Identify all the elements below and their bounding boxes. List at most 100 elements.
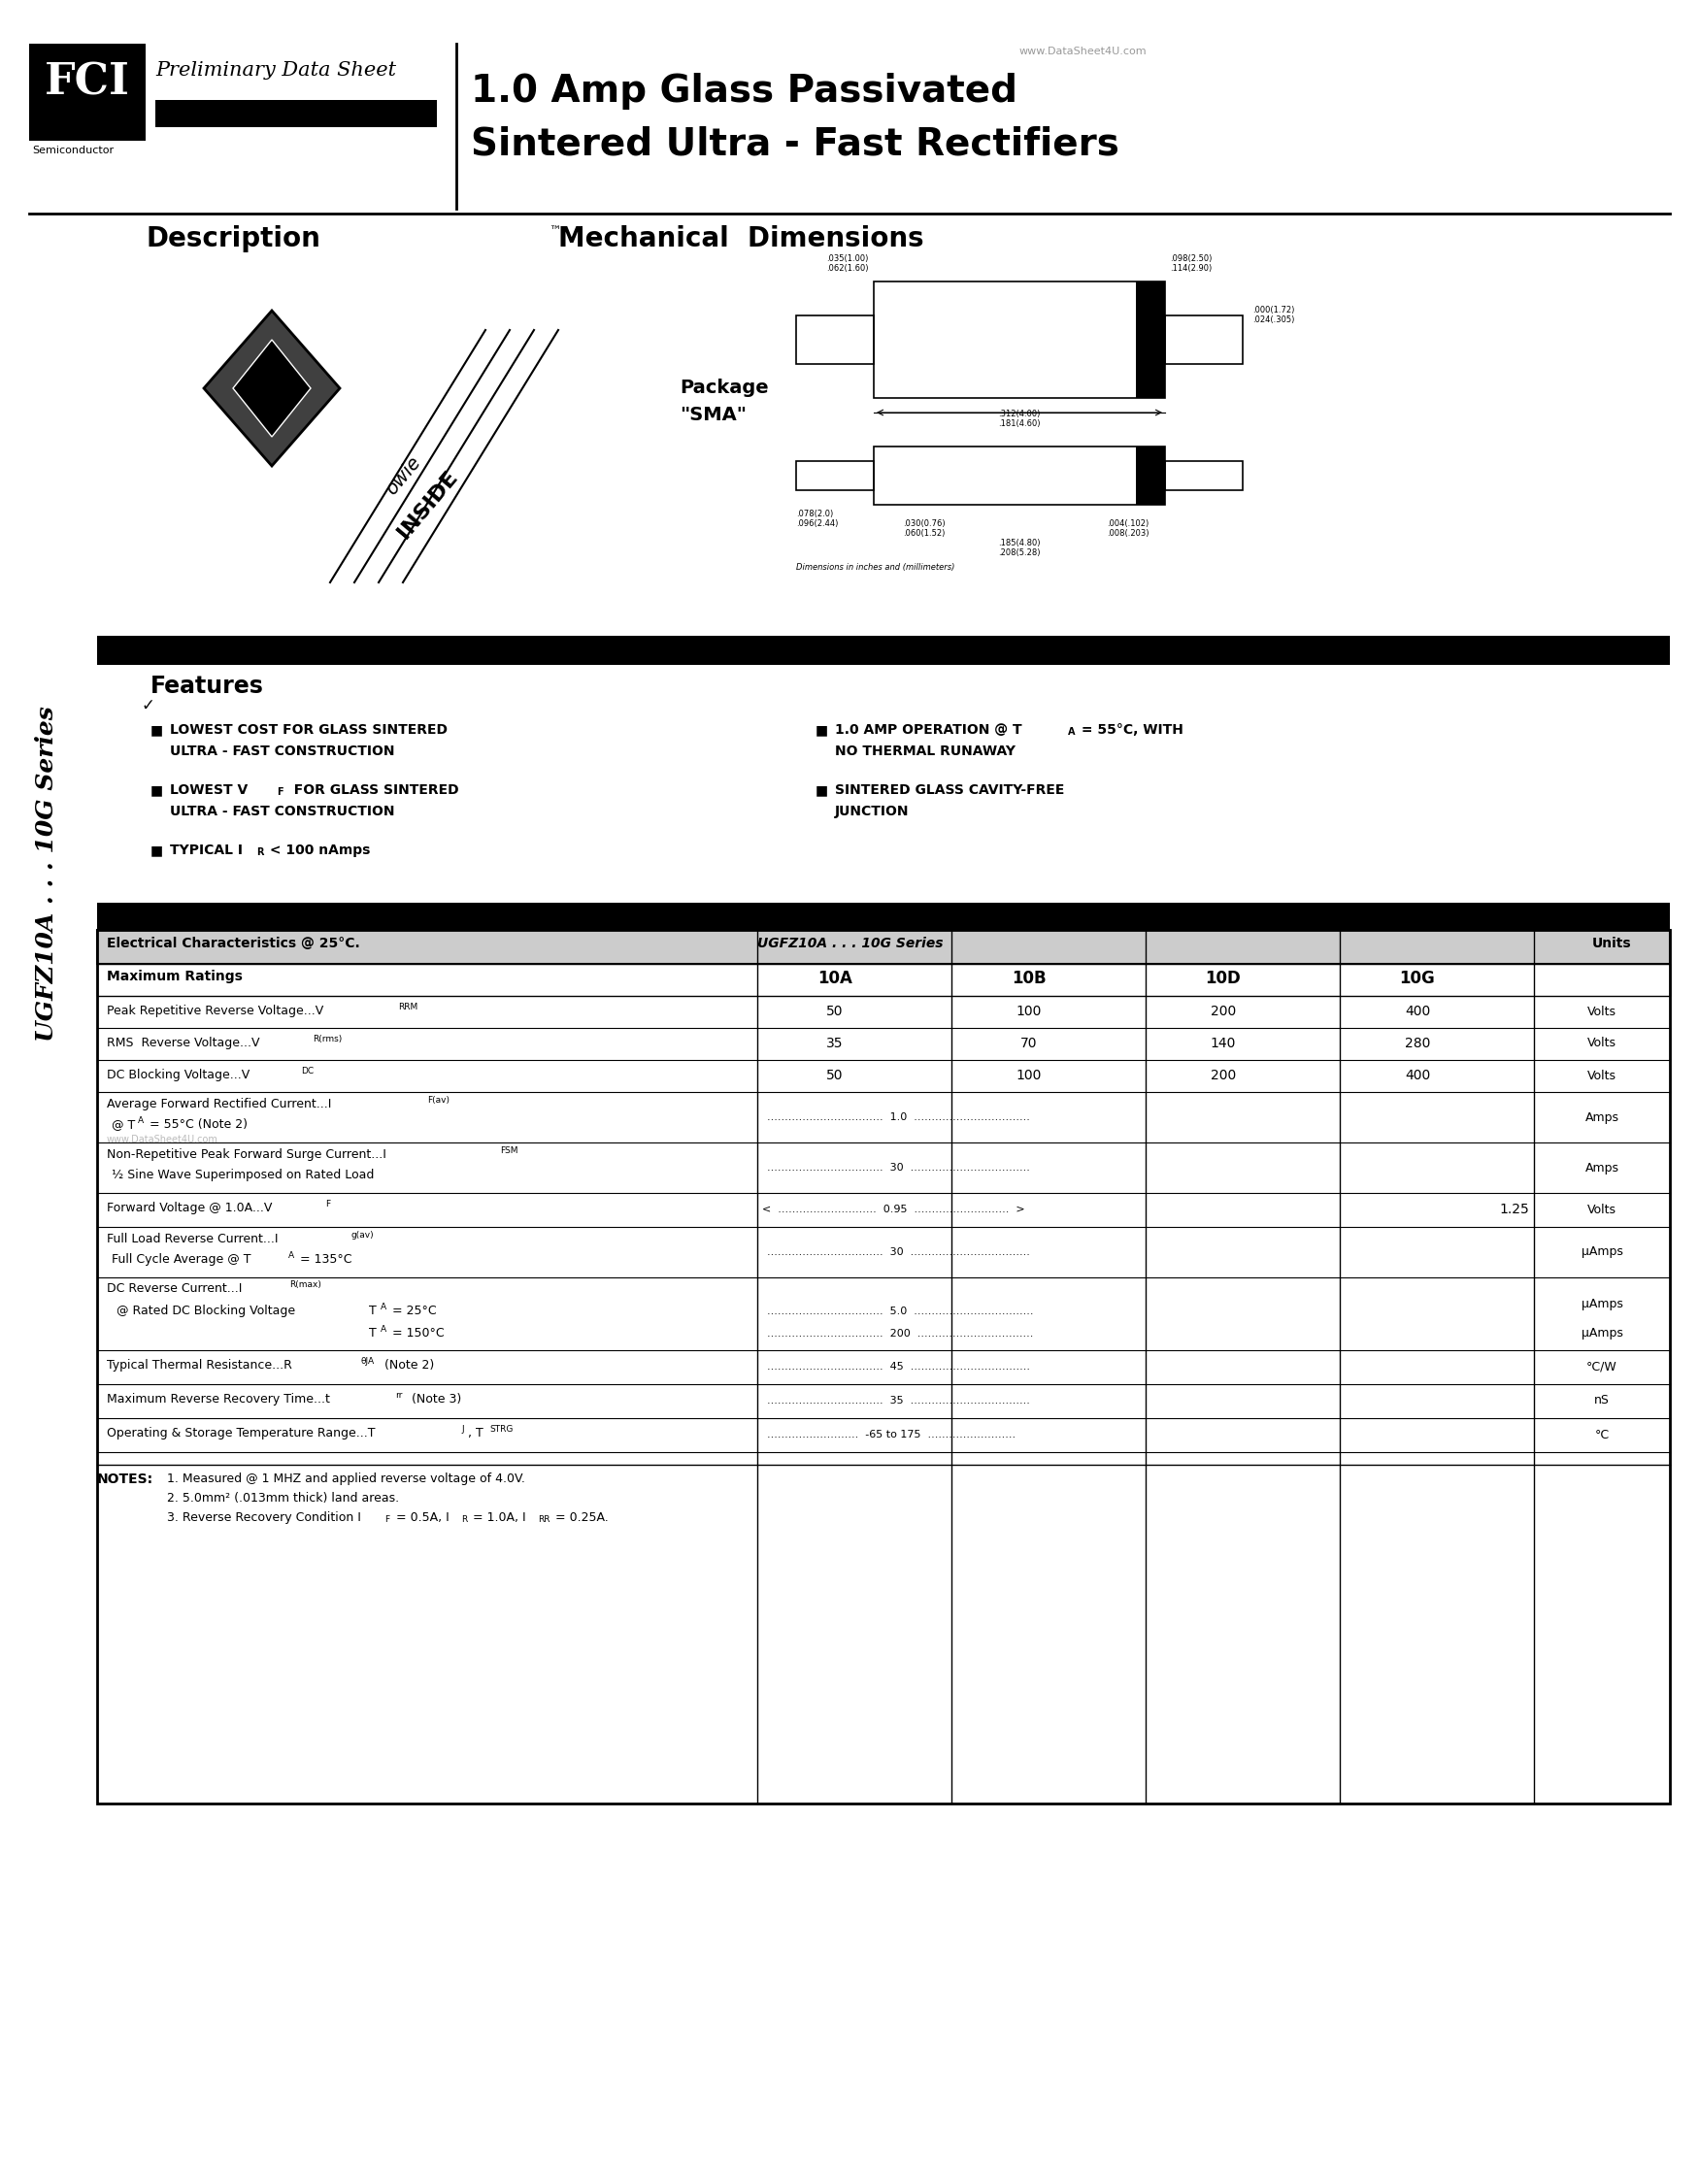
Bar [97,963,1670,996]
Text: 3. Reverse Recovery Condition I: 3. Reverse Recovery Condition I [167,1511,362,1524]
Text: 1. Measured @ 1 MHZ and applied reverse voltage of 4.0V.: 1. Measured @ 1 MHZ and applied reverse … [167,1472,525,1485]
Text: 50: 50 [826,1005,843,1018]
Text: μAmps: μAmps [1582,1245,1623,1258]
Text: .................................  35  ..................................: ................................. 35 ...… [766,1396,1030,1406]
Text: DC: DC [301,1066,314,1075]
Text: = 0.25A.: = 0.25A. [552,1511,608,1524]
Text: = 55°C (Note 2): = 55°C (Note 2) [146,1118,248,1131]
Text: SINTERED GLASS CAVITY-FREE: SINTERED GLASS CAVITY-FREE [834,784,1064,797]
Text: 1.0 Amp Glass Passivated: 1.0 Amp Glass Passivated [471,72,1018,109]
Text: F(av): F(av) [426,1096,450,1105]
Text: TYPICAL I: TYPICAL I [170,843,243,856]
Text: .096(2.44): .096(2.44) [797,520,838,529]
Text: Units: Units [1592,937,1631,950]
Bar [1137,282,1166,397]
Bar [873,446,1166,505]
Text: °C: °C [1595,1428,1609,1441]
Text: 100: 100 [1016,1005,1041,1018]
Bar [97,930,1670,1804]
Text: 2. 5.0mm² (.013mm thick) land areas.: 2. 5.0mm² (.013mm thick) land areas. [167,1492,399,1505]
Text: 140: 140 [1210,1037,1237,1051]
Text: g(av): g(av) [350,1232,374,1241]
Text: 100: 100 [1016,1068,1041,1083]
Text: R: R [460,1516,467,1524]
Text: .024(.305): .024(.305) [1252,314,1295,323]
Text: .208(5.28): .208(5.28) [999,548,1040,557]
Text: www.DataSheet4U.com: www.DataSheet4U.com [1019,46,1147,57]
Text: A: A [138,1116,144,1125]
Text: Features: Features [151,675,263,699]
Text: rr: rr [396,1391,403,1400]
Text: LOWEST V: LOWEST V [170,784,248,797]
Text: 10A: 10A [817,970,853,987]
Text: UGFZ10A . . . 10G Series: UGFZ10A . . . 10G Series [758,937,943,950]
Text: NO THERMAL RUNAWAY: NO THERMAL RUNAWAY [834,745,1016,758]
Text: ■: ■ [816,784,829,797]
Text: Full Load Reverse Current...I: Full Load Reverse Current...I [107,1232,279,1245]
Text: Forward Voltage @ 1.0A...V: Forward Voltage @ 1.0A...V [107,1201,272,1214]
Text: NOTES:: NOTES: [97,1472,153,1485]
Text: 10D: 10D [1206,970,1240,987]
Text: Full Cycle Average @ T: Full Cycle Average @ T [112,1254,251,1267]
Text: .181(4.60): .181(4.60) [999,419,1040,428]
Text: Electrical Characteristics @ 25°C.: Electrical Characteristics @ 25°C. [107,937,360,950]
Text: θJA: θJA [362,1356,375,1365]
Bar [97,902,1670,930]
Text: .004(.102): .004(.102) [1106,520,1149,529]
Text: ULTRA - FAST CONSTRUCTION: ULTRA - FAST CONSTRUCTION [170,745,394,758]
Text: R(rms): R(rms) [313,1035,341,1044]
Text: 1.0 AMP OPERATION @ T: 1.0 AMP OPERATION @ T [834,723,1023,736]
Text: J: J [460,1424,464,1433]
Text: ™: ™ [549,225,561,238]
Text: Typical Thermal Resistance...R: Typical Thermal Resistance...R [107,1358,292,1372]
Text: Average Forward Rectified Current...I: Average Forward Rectified Current...I [107,1099,331,1109]
Text: .312(4.00): .312(4.00) [999,411,1040,419]
Text: Non-Repetitive Peak Forward Surge Current...I: Non-Repetitive Peak Forward Surge Curren… [107,1149,386,1162]
Text: @ Rated DC Blocking Voltage: @ Rated DC Blocking Voltage [117,1304,296,1317]
Text: ..........................  -65 to 175  .........................: .......................... -65 to 175 ..… [766,1431,1016,1439]
Text: LOWEST COST FOR GLASS SINTERED: LOWEST COST FOR GLASS SINTERED [170,723,447,736]
Text: Amps: Amps [1585,1162,1619,1175]
Text: .078(2.0): .078(2.0) [797,509,833,518]
Text: 400: 400 [1405,1005,1431,1018]
Text: Volts: Volts [1587,1037,1616,1051]
Text: Sintered Ultra - Fast Rectifiers: Sintered Ultra - Fast Rectifiers [471,127,1120,164]
Bar [797,461,873,489]
Text: owie: owie [382,452,425,498]
Text: .062(1.60): .062(1.60) [827,264,868,273]
Text: Dimensions in inches and (millimeters): Dimensions in inches and (millimeters) [797,563,955,572]
Text: 10G: 10G [1400,970,1436,987]
Text: 200: 200 [1210,1068,1237,1083]
Text: FOR GLASS SINTERED: FOR GLASS SINTERED [284,784,459,797]
Text: .060(1.52): .060(1.52) [902,529,945,537]
Text: F: F [277,786,284,797]
Text: = 1.0A, I: = 1.0A, I [469,1511,527,1524]
Text: A: A [1069,727,1075,736]
Text: Preliminary Data Sheet: Preliminary Data Sheet [155,61,396,79]
Text: = 0.5A, I: = 0.5A, I [392,1511,449,1524]
Text: 70: 70 [1021,1037,1038,1051]
Text: T: T [369,1328,377,1339]
Text: A: A [289,1251,294,1260]
Text: 35: 35 [826,1037,843,1051]
Polygon shape [204,310,340,465]
Text: (Note 2): (Note 2) [381,1358,435,1372]
Text: .035(1.00): .035(1.00) [827,253,868,262]
Text: ✓: ✓ [141,697,155,714]
Bar [1137,446,1166,505]
Text: ½ Sine Wave Superimposed on Rated Load: ½ Sine Wave Superimposed on Rated Load [112,1168,374,1182]
Text: °C/W: °C/W [1587,1361,1617,1374]
Bar [97,930,1670,963]
Text: JUNCTION: JUNCTION [834,804,909,819]
Text: ■: ■ [151,784,163,797]
Text: Amps: Amps [1585,1112,1619,1123]
Text: <  ............................  0.95  ...........................  >: < ............................ 0.95 ....… [763,1206,1024,1214]
Text: = 150°C: = 150°C [389,1328,445,1339]
Text: Package: Package [680,378,768,397]
Text: R: R [257,847,263,856]
Text: Maximum Ratings: Maximum Ratings [107,970,243,983]
Text: ULTRA - FAST CONSTRUCTION: ULTRA - FAST CONSTRUCTION [170,804,394,819]
Text: ■: ■ [151,843,163,856]
Text: RR: RR [539,1516,550,1524]
Text: = 25°C: = 25°C [389,1304,437,1317]
